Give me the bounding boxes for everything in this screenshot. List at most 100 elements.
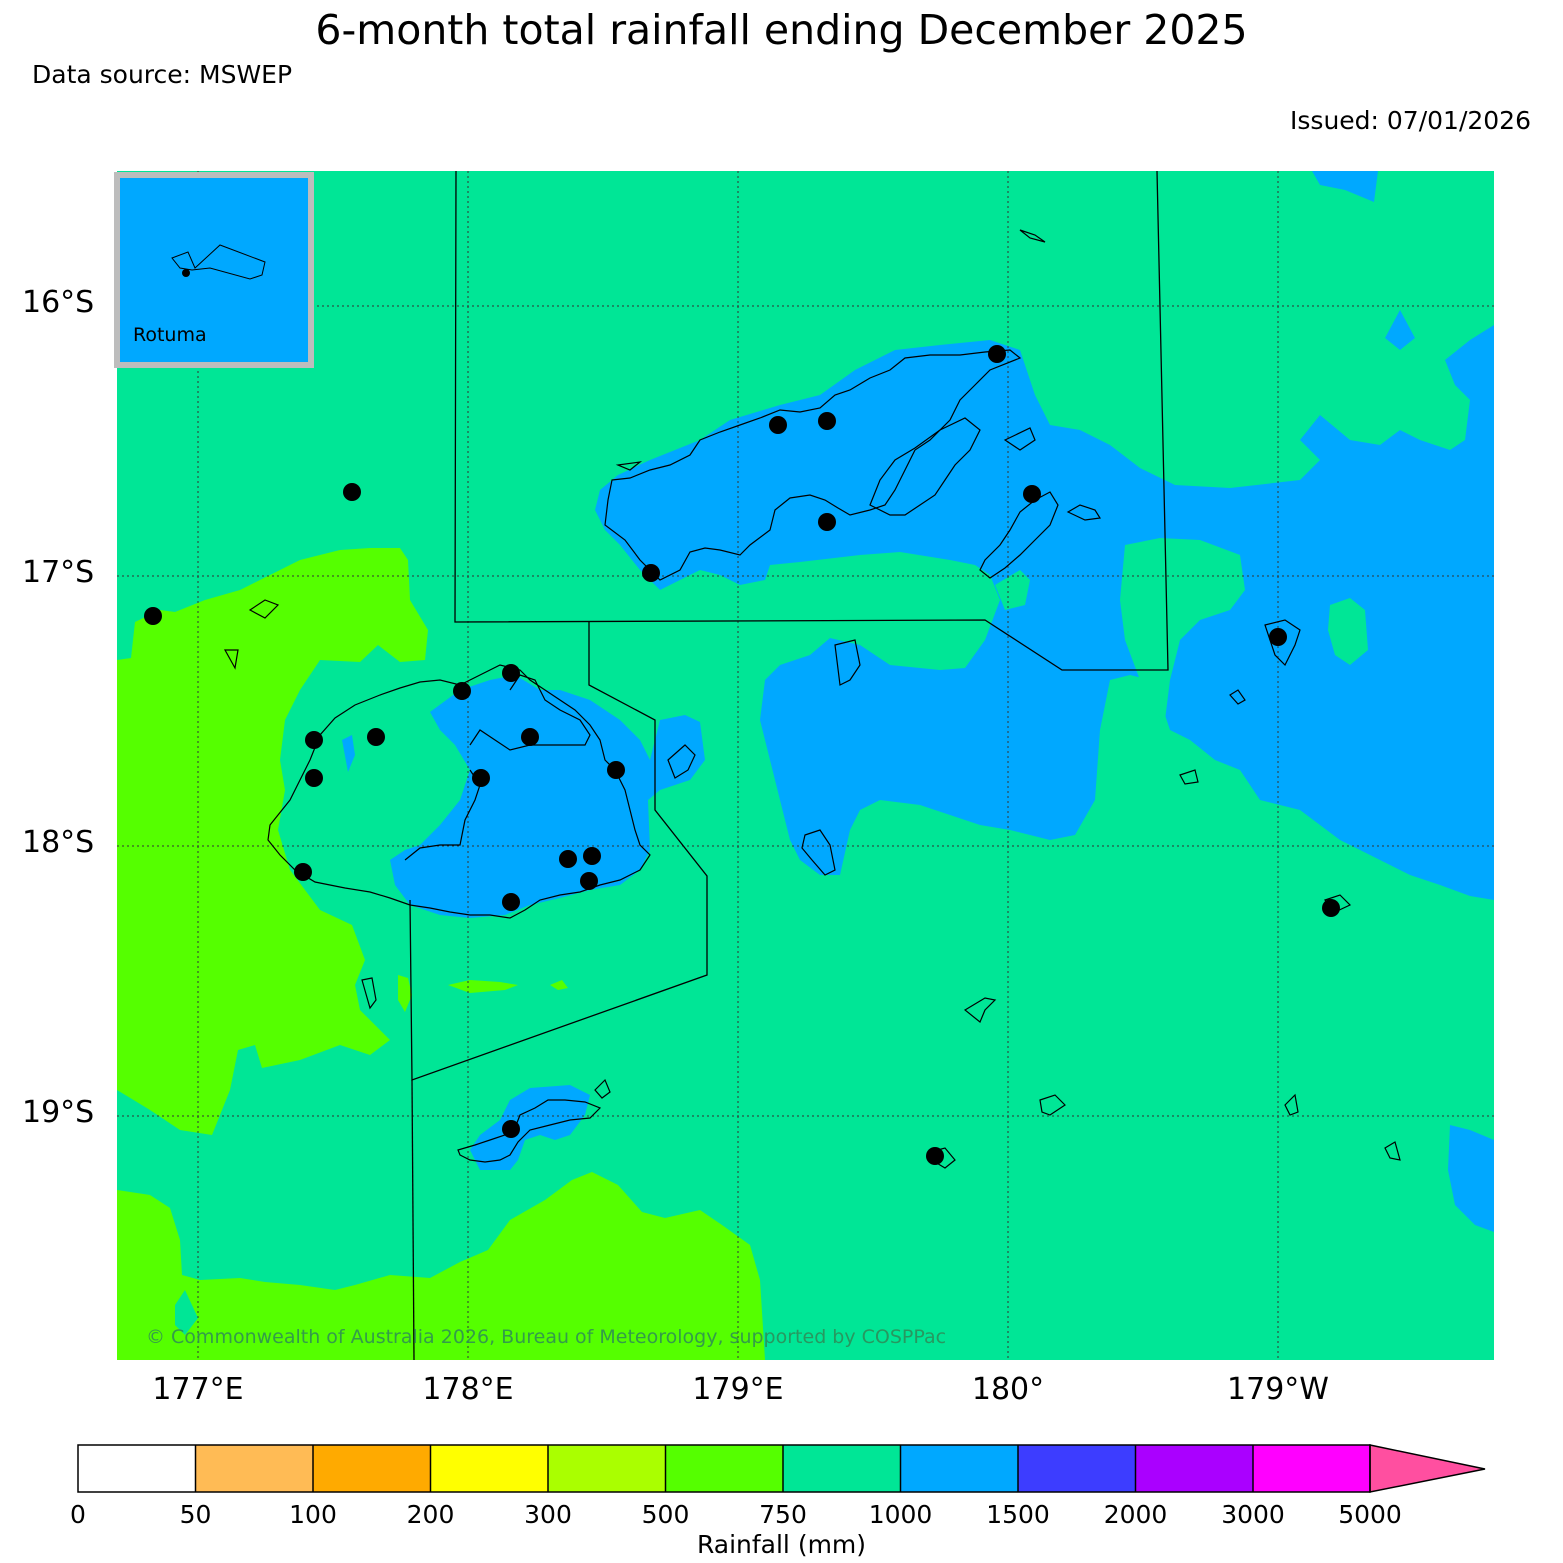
- lat-label-17s: 17°S: [22, 555, 95, 590]
- station-marker: [502, 893, 520, 911]
- coast-islet-1: [667, 744, 696, 779]
- station-marker: [642, 564, 660, 582]
- cb-tick: 750: [759, 1500, 807, 1529]
- lat-label-18s: 18°S: [22, 825, 95, 860]
- stations: [144, 345, 1340, 1165]
- station-marker: [988, 345, 1006, 363]
- cb-tick: 0: [70, 1500, 86, 1529]
- coast-islet-8: [1019, 229, 1046, 243]
- band-500-750-west: [117, 548, 428, 1135]
- band-750-1000-hole-east2: [1328, 598, 1368, 665]
- graticule: [117, 171, 1494, 1360]
- coast-vanua-inner: [869, 417, 981, 516]
- coast-vanua-levu: [604, 349, 1022, 581]
- band-1000-1500-ne2: [1385, 310, 1415, 350]
- cb-swatch-100-200: [313, 1445, 431, 1492]
- data-source: Data source: MSWEP: [32, 60, 293, 89]
- coast-islet-19: [594, 1078, 611, 1099]
- band-750-1000-hole-east3: [995, 570, 1030, 610]
- coast-islet-5: [1264, 619, 1301, 667]
- cb-swatch-500-750: [665, 1445, 783, 1492]
- coast-viti-levu: [267, 664, 651, 919]
- coast-islet-16: [1003, 427, 1036, 451]
- station-marker: [305, 769, 323, 787]
- station-marker: [305, 731, 323, 749]
- station-marker: [818, 513, 836, 531]
- station-marker: [472, 769, 490, 787]
- station-marker: [818, 412, 836, 430]
- issued-date: Issued: 07/01/2026: [1290, 106, 1531, 135]
- station-marker: [521, 728, 539, 746]
- cb-tick: 50: [179, 1500, 212, 1529]
- cb-tick: 100: [289, 1500, 337, 1529]
- band-500-750-patch3: [550, 980, 568, 990]
- cb-swatch-3000-5000: [1253, 1445, 1371, 1492]
- station-marker: [343, 483, 361, 501]
- cb-swatch-750-1000: [783, 1445, 901, 1492]
- cb-swatch-2000-3000: [1135, 1445, 1253, 1492]
- station-marker: [769, 416, 787, 434]
- map-title: 6-month total rainfall ending December 2…: [315, 6, 1248, 54]
- band-500-750-patch2: [398, 975, 412, 1012]
- cb-extend-arrow: [1369, 1444, 1486, 1493]
- band-750-1000-hole-east: [1120, 538, 1245, 720]
- station-marker: [1023, 485, 1041, 503]
- coast-islet-10: [1284, 1093, 1299, 1116]
- colorbar-label: Rainfall (mm): [696, 1530, 867, 1559]
- coastlines: [223, 229, 1401, 1169]
- cb-swatch-1500-2000: [1018, 1445, 1136, 1492]
- lon-label-177e: 177°E: [152, 1372, 244, 1407]
- station-marker: [294, 863, 312, 881]
- copyright-notice: © Commonwealth of Australia 2026, Bureau…: [146, 1326, 947, 1348]
- band-1000-1500-se: [1448, 1125, 1494, 1232]
- station-marker: [144, 607, 162, 625]
- coast-islet-2: [834, 639, 861, 686]
- coast-islet-13: [248, 599, 280, 619]
- band-1000-1500-vitilevu: [390, 675, 705, 918]
- band-1000-1500-vanualevu: [595, 325, 1494, 900]
- cb-tick: 2000: [1103, 1500, 1168, 1529]
- cb-swatch-1000-1500: [900, 1445, 1018, 1492]
- lon-label-179e: 179°E: [692, 1372, 784, 1407]
- coast-islet-20: [615, 461, 643, 471]
- coast-islet-12: [1179, 769, 1199, 785]
- lon-label-180: 180°: [971, 1372, 1045, 1407]
- cb-tick: 1500: [986, 1500, 1050, 1529]
- cb-tick: 300: [524, 1500, 572, 1529]
- station-marker: [453, 682, 471, 700]
- coast-islet-4: [963, 997, 997, 1023]
- station-marker: [580, 872, 598, 890]
- coast-islet-3: [801, 829, 836, 876]
- division-boundaries: [409, 170, 1169, 1361]
- coast-islet-9: [1039, 1094, 1066, 1116]
- coast-islet-17: [1229, 689, 1246, 705]
- cb-swatch-300-500: [548, 1445, 666, 1492]
- station-marker: [502, 664, 520, 682]
- rotuma-station: [182, 269, 190, 277]
- coast-islet-18: [1066, 504, 1102, 521]
- coast-viti-inner2: [404, 769, 481, 861]
- coast-islet-11: [1384, 1141, 1401, 1161]
- cb-swatch-0-50: [78, 1445, 196, 1492]
- band-1000-1500-kadavu: [470, 1085, 590, 1170]
- lon-label-179w: 179°W: [1227, 1372, 1329, 1407]
- cb-swatch-200-300: [430, 1445, 548, 1492]
- coast-viti-inner: [469, 674, 591, 751]
- station-marker: [367, 728, 385, 746]
- lon-label-178e: 178°E: [422, 1372, 514, 1407]
- coast-taveuni: [979, 491, 1059, 579]
- colorbar: [77, 1444, 1486, 1493]
- cb-tick: 1000: [868, 1500, 933, 1529]
- band-1000-1500-westpatch: [342, 735, 355, 772]
- band-1000-1500-northeast: [1312, 171, 1378, 202]
- rotuma-inset: [114, 172, 314, 368]
- cb-tick: 500: [641, 1500, 690, 1529]
- coast-islet-15: [361, 977, 377, 1010]
- station-marker: [607, 761, 625, 779]
- cb-tick: 5000: [1338, 1500, 1402, 1529]
- cb-tick: 200: [406, 1500, 455, 1529]
- station-marker: [1269, 628, 1287, 646]
- rotuma-label: Rotuma: [133, 324, 207, 346]
- lat-label-16s: 16°S: [22, 285, 95, 320]
